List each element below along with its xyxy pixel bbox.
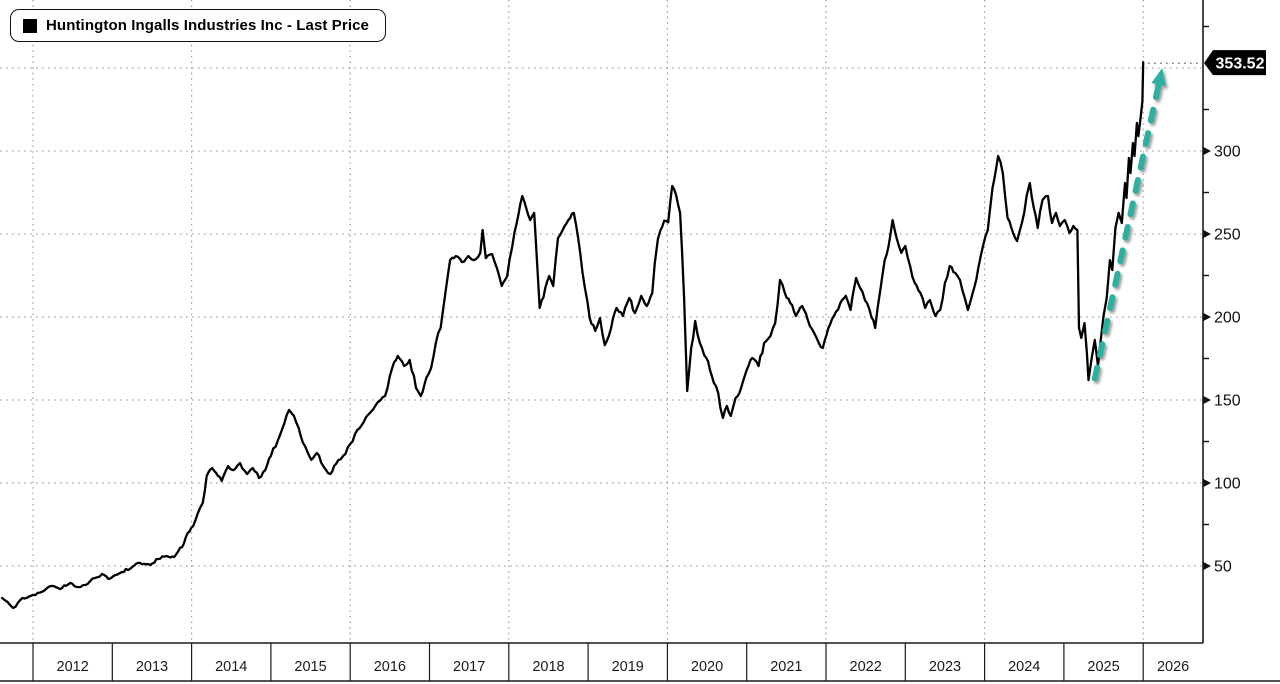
y-major-tick-arrow <box>1203 562 1211 570</box>
year-label: 2020 <box>691 659 723 675</box>
last-price-callout: 353.52 <box>1148 50 1266 76</box>
chart-legend: Huntington Ingalls Industries Inc - Last… <box>10 9 386 42</box>
y-axis-tick-label: 100 <box>1214 476 1241 493</box>
y-axis-tick-label: 50 <box>1214 559 1232 576</box>
y-major-tick-arrow <box>1203 479 1211 487</box>
y-major-tick-arrow <box>1203 230 1211 238</box>
gridlines <box>0 0 1203 643</box>
trend-arrow-head <box>1151 68 1166 87</box>
year-label: 2022 <box>850 659 882 675</box>
trend-arrow-shaft <box>1091 81 1162 382</box>
year-label: 2016 <box>374 659 406 675</box>
y-axis-tick-label: 250 <box>1214 227 1241 244</box>
series-name-label: Huntington Ingalls Industries Inc - Last… <box>46 17 369 34</box>
year-label: 2023 <box>929 659 961 675</box>
year-label: 2021 <box>770 659 802 675</box>
trend-arrow <box>1091 68 1166 382</box>
y-axis-tick-label: 300 <box>1214 144 1241 161</box>
last-price-label: 353.52 <box>1216 56 1265 73</box>
year-label: 2019 <box>612 659 644 675</box>
year-label: 2014 <box>215 659 247 675</box>
y-axis-tick-label: 150 <box>1214 393 1241 410</box>
year-label: 2018 <box>532 659 564 675</box>
series-color-swatch <box>23 18 37 33</box>
y-major-tick-arrow <box>1203 313 1211 321</box>
year-label: 2026 <box>1157 659 1189 675</box>
year-label: 2017 <box>453 659 485 675</box>
year-label: 2012 <box>57 659 89 675</box>
year-label: 2015 <box>294 659 326 675</box>
year-label: 2025 <box>1087 659 1119 675</box>
y-axis-tick-label: 200 <box>1214 310 1241 327</box>
year-label: 2024 <box>1008 659 1040 675</box>
last-price-box <box>1204 50 1266 76</box>
year-label: 2013 <box>136 659 168 675</box>
y-major-tick-arrow <box>1203 396 1211 404</box>
price-line <box>0 61 1145 610</box>
y-major-tick-arrow <box>1203 147 1211 155</box>
